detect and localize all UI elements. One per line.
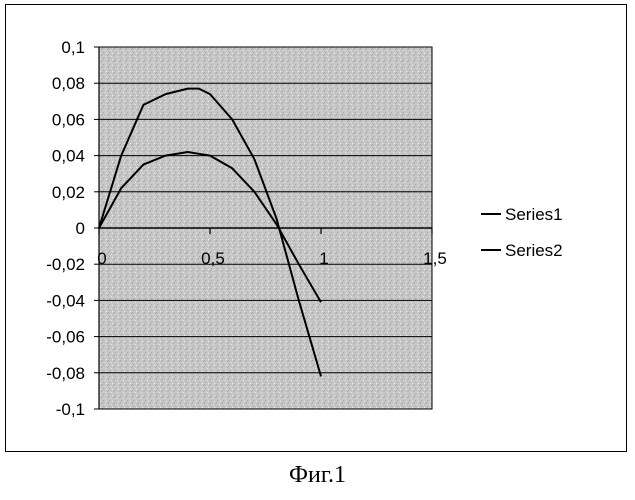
- y-tick-label: -0,06: [46, 328, 85, 347]
- y-tick-label: -0,1: [56, 400, 85, 419]
- y-tick-label: -0,08: [46, 364, 85, 383]
- y-tick-label: 0,04: [52, 147, 85, 166]
- y-tick-label: -0,02: [46, 255, 85, 274]
- legend-label: Series2: [505, 241, 563, 260]
- x-tick-label: 0,5: [201, 249, 225, 268]
- x-tick-label: 1: [319, 249, 328, 268]
- x-tick-label: 1,5: [423, 249, 447, 268]
- legend-label: Series1: [505, 205, 563, 224]
- y-tick-label: -0,04: [46, 291, 85, 310]
- figure-caption: Фиг.1: [0, 462, 635, 489]
- x-tick-label: 0: [97, 249, 106, 268]
- line-chart: 0,1 0,08 0,06 0,04 0,02 0 -0,02 -0,04 -0,06 -0,08…: [0, 0, 635, 455]
- y-tick-label: 0,08: [52, 74, 85, 93]
- y-tick-label: 0,1: [61, 38, 85, 57]
- y-tick-label: 0: [76, 219, 85, 238]
- y-tick-label: 0,02: [52, 183, 85, 202]
- y-tick-label: 0,06: [52, 110, 85, 129]
